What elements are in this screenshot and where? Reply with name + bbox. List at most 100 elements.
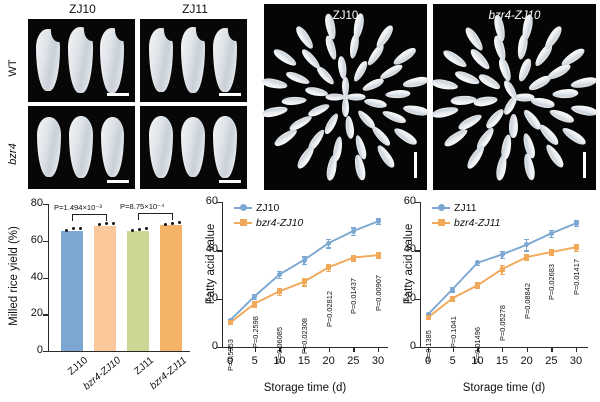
line-chart-x-tick-label: 20: [322, 355, 335, 367]
line-chart-y-tick: [217, 298, 222, 300]
grain-array-kernel: [271, 47, 299, 69]
error-bar-cap: [375, 224, 381, 226]
grain-array-kernel: [342, 97, 349, 117]
error-bar-cap: [276, 277, 282, 280]
error-bar-cap: [524, 250, 530, 252]
line-chart-x-tick-label: 10: [471, 355, 484, 367]
legend-item: ZJ10: [234, 202, 279, 214]
error-bar-cap: [326, 238, 332, 240]
scale-bar: [107, 180, 129, 183]
grain-array-kernel: [273, 126, 300, 149]
line-chart-zj11-x-axis-title: Storage time (d): [462, 382, 546, 394]
line-chart-x-tick-label: 15: [297, 355, 311, 367]
error-bar-cap: [350, 234, 356, 236]
grain-photo-wt-zj10: [28, 19, 135, 102]
error-bar-cap: [252, 298, 258, 300]
error-bar-cap: [499, 264, 505, 267]
line-chart-y-tick-label: 40: [205, 243, 218, 256]
data-point: [548, 230, 554, 236]
bar-data-point: [178, 221, 181, 225]
line-chart-x-tick-label: 30: [569, 355, 583, 367]
line-chart-x-tick-label: 0: [424, 355, 432, 367]
line-chart-zj11-y-axis: [420, 202, 422, 348]
bar: [61, 230, 83, 351]
data-point: [276, 272, 282, 277]
legend-marker: [234, 219, 252, 226]
scale-bar: [583, 152, 586, 178]
grain-array-kernel: [261, 77, 289, 91]
data-point: [499, 251, 505, 257]
grain-array-kernel: [530, 96, 556, 109]
grain-array-kernel: [477, 72, 503, 92]
p-value-label: P=0.05278: [498, 305, 507, 342]
bar-data-point: [164, 222, 167, 226]
grain-array-kernel: [570, 103, 599, 117]
milled-rice-yield-bar-chart: Milled rice yield (%) 0 20 40 60 80 ZJ10 bzr4-…: [0, 196, 205, 402]
legend-marker-dot: [240, 204, 247, 211]
error-bar-cap: [301, 263, 307, 265]
bar-chart-x-axis: [48, 351, 190, 353]
grain-photo-row-header-wt: WT: [7, 59, 19, 77]
grain-array-kernel: [430, 104, 460, 119]
error-bar-cap: [499, 273, 505, 275]
grain-array-kernel: [391, 45, 418, 68]
error-bar-cap: [326, 263, 332, 266]
line-chart-y-tick-label: 0: [409, 340, 416, 352]
grain-array-kernel: [542, 23, 565, 52]
error-bar-cap: [350, 260, 356, 262]
data-point: [474, 282, 480, 288]
error-bar-cap: [450, 291, 456, 293]
grain-photo-bzr4-zj10: [28, 106, 135, 189]
grain-array-kernel: [560, 124, 588, 147]
legend-marker-dot: [438, 204, 445, 211]
grain-array-kernel: [453, 68, 481, 87]
grain-photo-panel: ZJ10 ZJ11 WT bzr4: [0, 0, 258, 193]
line-chart-x-tick: [551, 347, 553, 352]
bar-chart-y-tick-label: 80: [30, 197, 43, 209]
data-point: [252, 301, 258, 306]
error-bar-cap: [252, 306, 258, 308]
grain-array-kernel: [543, 141, 567, 170]
error-bar-cap: [375, 258, 381, 260]
error-bar-cap: [276, 287, 282, 289]
bar-chart-y-tick-label: 60: [30, 233, 43, 246]
line-chart-x-tick: [279, 347, 281, 352]
bar-data-point: [79, 226, 82, 230]
p-value-label: P=0.02812: [324, 291, 334, 328]
grain-array-kernel: [516, 57, 534, 83]
scale-bar: [219, 180, 241, 183]
data-point: [301, 257, 307, 263]
line-chart-zj10-y-axis-title: Fatty acid value: [205, 223, 217, 305]
bar-data-point: [131, 228, 134, 232]
grain-array-kernel: [497, 56, 513, 83]
data-point: [524, 242, 530, 248]
bar-chart-y-tick: [43, 277, 48, 279]
grain-photo-row-header-bzr4: bzr4: [7, 143, 19, 165]
grain-array-kernel: [552, 88, 579, 100]
bar-chart-y-tick-label: 40: [30, 270, 43, 283]
p-value-label: P=8.75×10⁻⁴: [120, 201, 165, 211]
data-point: [573, 244, 579, 250]
data-point: [350, 255, 356, 261]
error-bar-cap: [301, 278, 307, 280]
line-chart-x-tick: [304, 347, 306, 352]
significance-bracket: [138, 212, 173, 220]
line-chart-x-tick: [452, 347, 454, 352]
grain-array-kernel: [336, 55, 348, 80]
error-bar-cap: [474, 288, 480, 290]
data-point: [524, 254, 530, 260]
error-bar-cap: [276, 271, 282, 273]
line-chart-zj11-y-axis-title: Fatty acid value: [403, 223, 415, 305]
grain-array-kernel: [384, 88, 411, 99]
grain-photo-col-header-zj11: ZJ11: [182, 2, 208, 16]
data-point: [227, 320, 233, 326]
line-chart-y-tick-label: 0: [211, 340, 218, 352]
line-chart-y-tick: [217, 347, 222, 349]
legend-marker-dot: [240, 219, 247, 226]
legend-item: bzr4-ZJ10: [234, 217, 303, 229]
grain-array-kernel: [402, 75, 430, 89]
error-bar-cap: [326, 247, 332, 249]
grain-array-kernel: [402, 103, 430, 117]
grain-array-kernel: [473, 95, 499, 108]
